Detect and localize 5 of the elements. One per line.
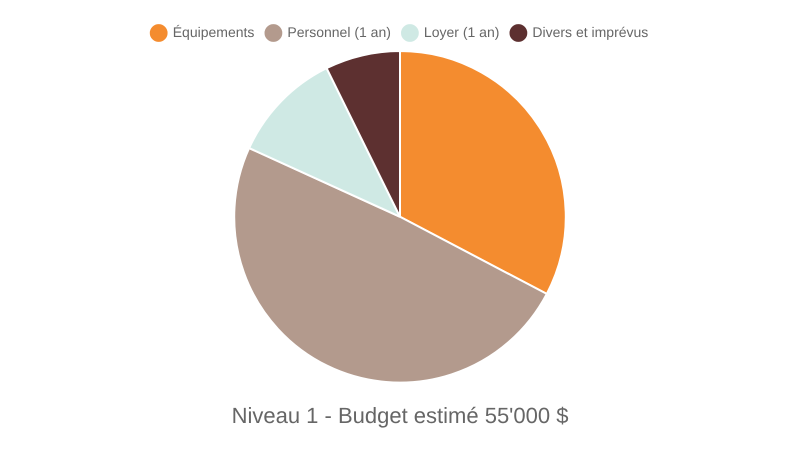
- text: Niveau 1 - Budget estimé 55'000 $: [232, 402, 568, 428]
- legend-label: Personnel (1 an): [287, 24, 391, 40]
- legend-label: Divers et imprévus: [532, 24, 648, 40]
- legend-label: Loyer (1 an): [424, 24, 500, 40]
- legend-label: Équipements: [172, 24, 254, 40]
